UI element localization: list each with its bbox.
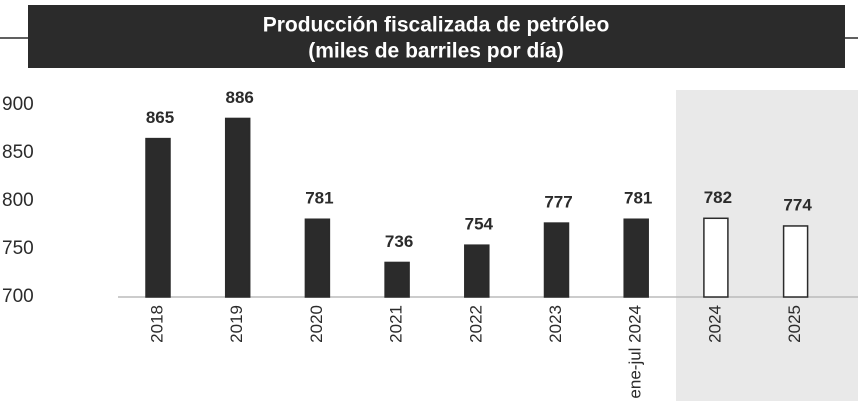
x-tick-label: 2019 [227,305,246,343]
value-label: 865 [146,108,174,127]
y-tick-label: 900 [2,94,34,115]
bar [384,261,410,298]
value-label: 774 [783,195,812,214]
title-box [28,5,845,68]
x-tick-label: 2023 [546,305,565,343]
value-label: 754 [465,215,494,234]
chart-title: Producción fiscalizada de petróleo [263,14,610,37]
bar [304,218,331,298]
value-label: 886 [226,88,254,107]
value-label: 781 [624,189,652,208]
bar [703,217,729,298]
bar [543,222,570,298]
y-tick-label: 800 [2,190,34,211]
bar [224,117,251,298]
x-tick-label: 2022 [466,305,485,343]
x-tick-label: ene-jul 2024 [626,305,645,399]
bar [145,137,171,298]
y-tick-label: 850 [2,142,34,163]
y-tick-label: 700 [2,286,34,307]
x-tick-label: 2020 [307,305,326,343]
x-tick-label: 2025 [785,305,804,343]
y-tick-label: 750 [2,238,34,259]
x-tick-label: 2024 [705,305,724,343]
value-label: 736 [385,232,413,251]
bar [464,244,490,298]
value-label: 781 [305,189,333,208]
value-label: 782 [704,188,732,207]
bar [782,225,809,298]
value-label: 777 [544,193,572,212]
chart-subtitle: (miles de barriles por día) [308,40,564,63]
x-tick-label: 2018 [147,305,166,343]
bar [623,218,649,298]
x-tick-label: 2021 [387,305,406,343]
